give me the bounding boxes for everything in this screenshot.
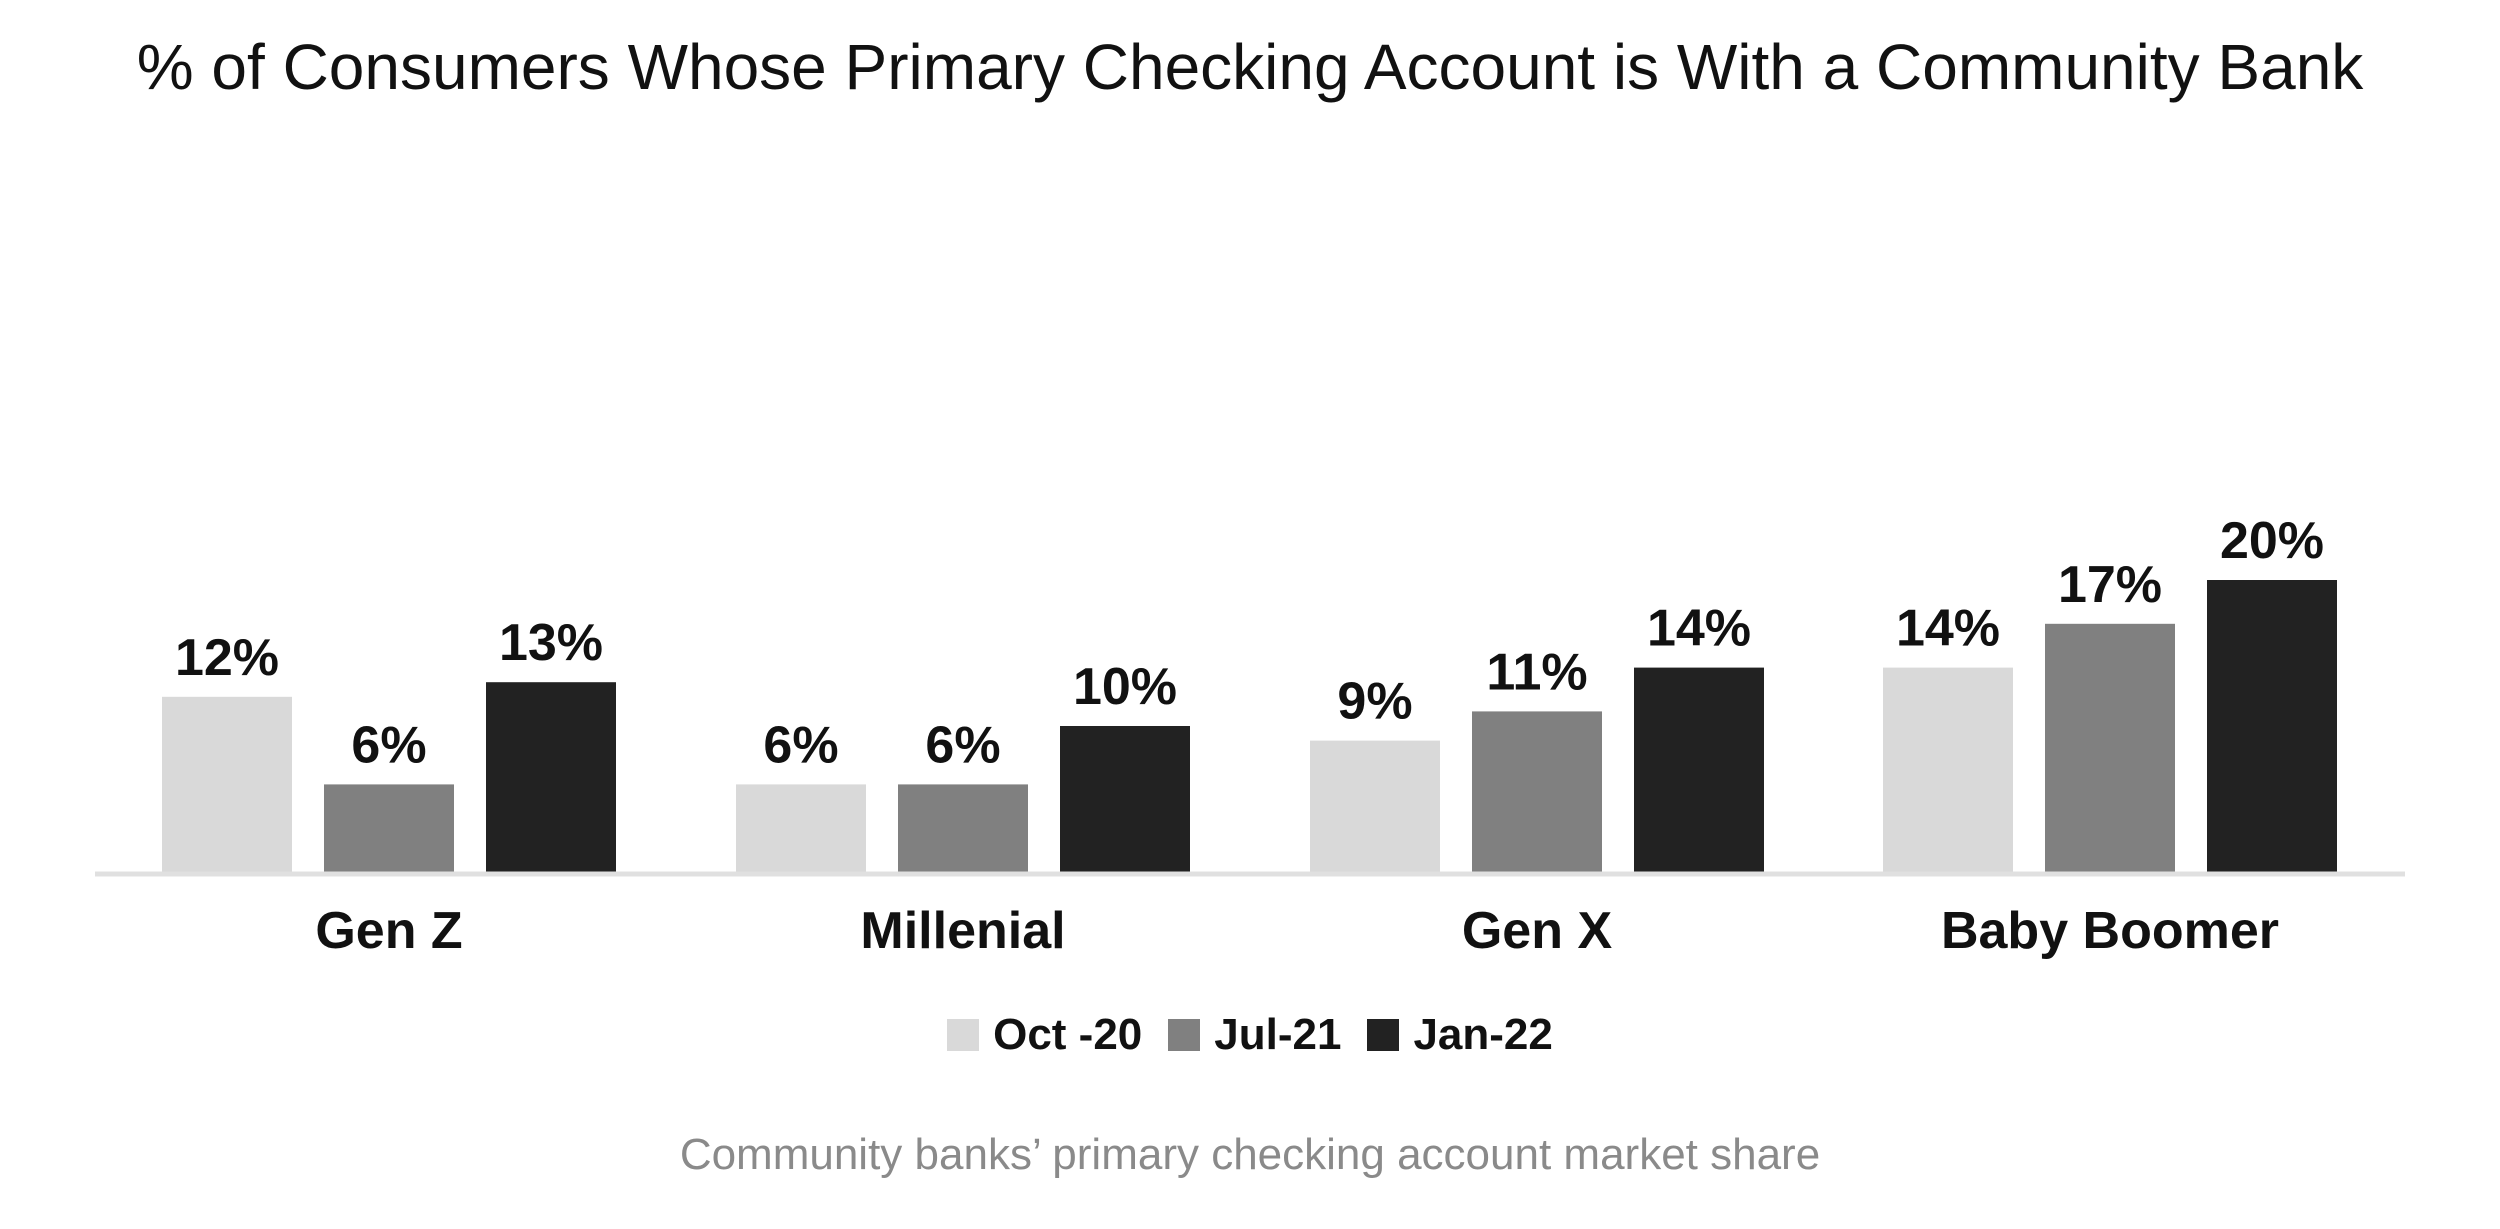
- bar-baby-boomer-oct-20: [1883, 667, 2013, 872]
- bar-millenial-jan-22: [1060, 726, 1190, 872]
- legend: Oct -20 Jul-21 Jan-22: [0, 1010, 2500, 1060]
- legend-item-jan-22: Jan-22: [1367, 1010, 1553, 1060]
- data-label-millenial-jan-22: 10%: [1073, 658, 1177, 716]
- data-label-gen-x-jul-21: 11%: [1486, 643, 1587, 701]
- bar-gen-x-jan-22: [1634, 667, 1764, 872]
- bars-layer: [162, 580, 2337, 872]
- legend-item-oct-20: Oct -20: [947, 1010, 1142, 1060]
- legend-swatch-jul-21: [1168, 1019, 1201, 1051]
- data-label-gen-z-jan-22: 13%: [499, 614, 603, 672]
- legend-label-jan-22: Jan-22: [1413, 1010, 1553, 1059]
- category-label-millenial: Millenial: [860, 902, 1065, 960]
- chart-title: % of Consumers Whose Primary Checking Ac…: [136, 31, 2364, 103]
- chart-caption: Community banks’ primary checking accoun…: [679, 1130, 1821, 1179]
- legend-swatch-oct-20: [947, 1019, 980, 1051]
- bar-millenial-jul-21: [898, 784, 1028, 872]
- category-label-gen-x: Gen X: [1462, 902, 1613, 960]
- legend-swatch-jan-22: [1367, 1019, 1400, 1051]
- data-label-gen-z-oct-20: 12%: [175, 629, 279, 687]
- bar-gen-z-jan-22: [486, 682, 616, 872]
- category-label-baby-boomer: Baby Boomer: [1941, 902, 2279, 960]
- legend-label-jul-21: Jul-21: [1214, 1010, 1342, 1059]
- data-label-gen-z-jul-21: 6%: [351, 716, 426, 774]
- data-label-millenial-oct-20: 6%: [763, 716, 838, 774]
- data-label-millenial-jul-21: 6%: [925, 716, 1000, 774]
- legend-item-jul-21: Jul-21: [1168, 1010, 1341, 1060]
- data-label-gen-x-jan-22: 14%: [1647, 600, 1751, 658]
- bar-gen-x-jul-21: [1472, 711, 1602, 872]
- data-label-baby-boomer-jul-21: 17%: [2058, 556, 2162, 614]
- bar-baby-boomer-jul-21: [2045, 623, 2175, 872]
- bar-baby-boomer-jan-22: [2207, 580, 2337, 872]
- category-labels-layer: Gen Z Millenial Gen X Baby Boomer: [315, 902, 2279, 960]
- legend-label-oct-20: Oct -20: [993, 1010, 1143, 1059]
- bar-gen-z-jul-21: [324, 784, 454, 872]
- category-label-gen-z: Gen Z: [315, 902, 462, 960]
- data-label-baby-boomer-jan-22: 20%: [2220, 512, 2324, 570]
- bar-gen-z-oct-20: [162, 696, 292, 872]
- bar-gen-x-oct-20: [1310, 740, 1440, 872]
- data-label-gen-x-oct-20: 9%: [1337, 673, 1412, 731]
- data-label-baby-boomer-oct-20: 14%: [1896, 600, 2000, 658]
- data-labels-layer: 12% 6% 13% 6% 6% 10% 9% 11% 14% 14% 17% 20%: [175, 512, 2324, 774]
- bar-millenial-oct-20: [736, 784, 866, 872]
